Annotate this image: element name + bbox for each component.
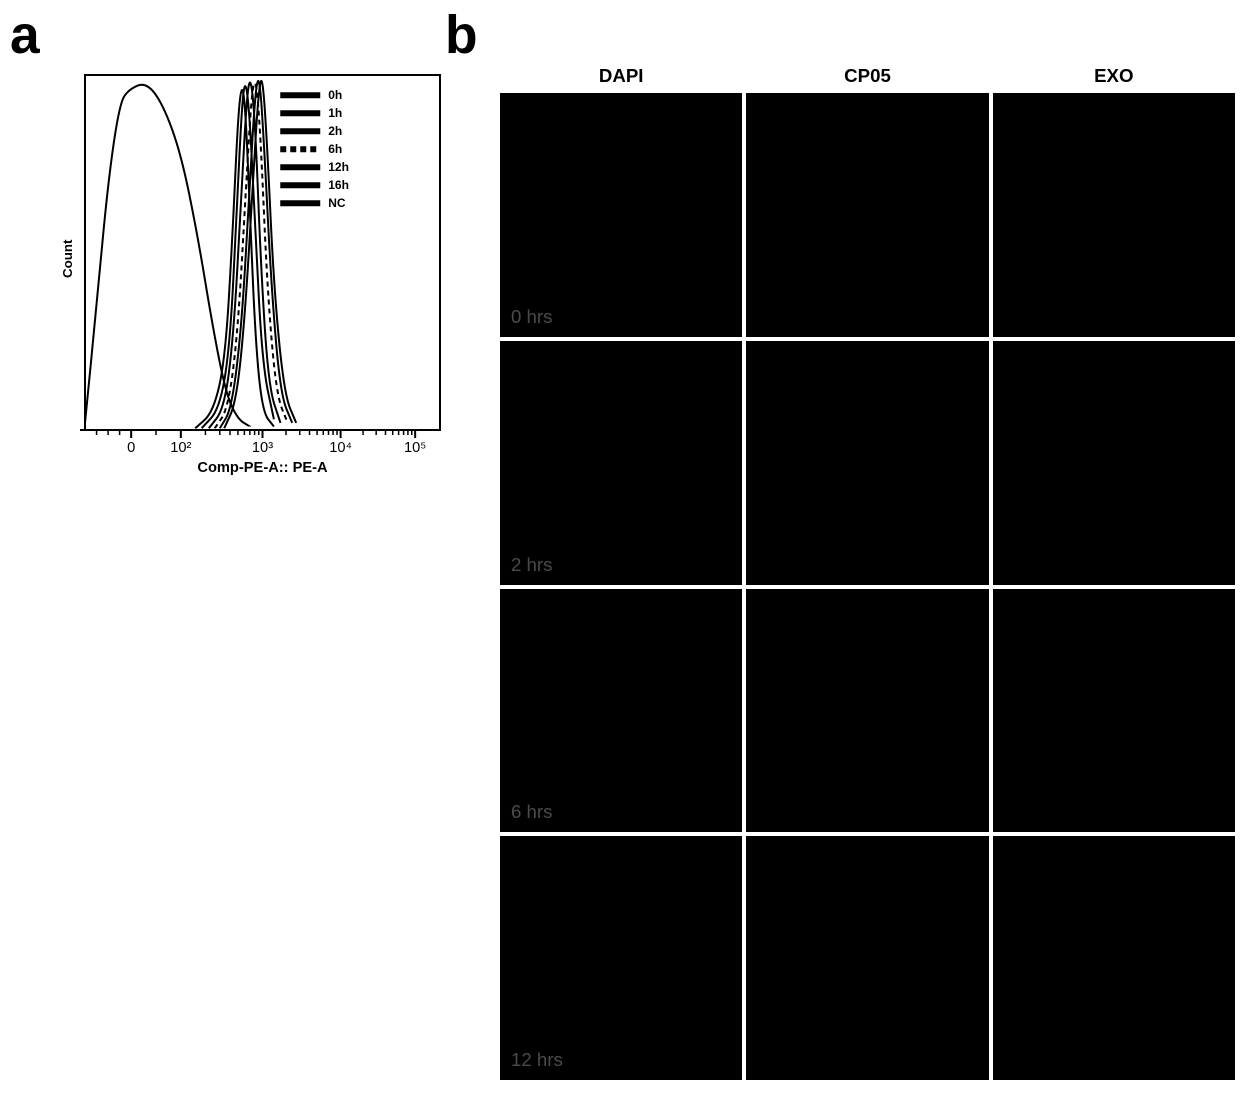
panel-label-b: b [445, 5, 478, 66]
panel-b: DAPI CP05 EXO 0 hrs 2 hrs 6 hrs 12 hrs [500, 65, 1235, 1080]
svg-text:10³: 10³ [252, 440, 273, 456]
svg-text:0: 0 [127, 440, 135, 456]
panel-b-cell [993, 341, 1235, 585]
panel-label-a: a [10, 5, 40, 66]
panel-a-plot: 010²10³10⁴10⁵00h1h2h6h12h16hNC [80, 70, 475, 465]
panel-b-cell [993, 93, 1235, 337]
svg-text:16h: 16h [328, 178, 349, 192]
panel-b-row-label: 0 hrs [511, 306, 552, 328]
panel-b-col-header-2: EXO [993, 65, 1235, 87]
svg-text:2h: 2h [328, 124, 342, 138]
panel-b-row-label: 12 hrs [511, 1049, 563, 1071]
panel-b-col-header-0: DAPI [500, 65, 742, 87]
svg-text:10⁴: 10⁴ [329, 440, 352, 456]
figure-root: a b Count 010²10³10⁴10⁵00h1h2h6h12h16hNC… [0, 0, 1240, 1101]
panel-b-cell [993, 836, 1235, 1080]
panel-a: Count 010²10³10⁴10⁵00h1h2h6h12h16hNC Com… [80, 70, 495, 495]
svg-text:1h: 1h [328, 106, 342, 120]
panel-b-cell [746, 589, 988, 833]
panel-b-cell [993, 589, 1235, 833]
panel-a-x-axis-label: Comp-PE-A:: PE-A [85, 460, 440, 476]
panel-a-y-axis-label: Count [60, 239, 75, 278]
svg-text:12h: 12h [328, 160, 349, 174]
panel-b-grid: 0 hrs 2 hrs 6 hrs 12 hrs [500, 93, 1235, 1080]
panel-b-row-label: 2 hrs [511, 554, 552, 576]
panel-b-cell: 2 hrs [500, 341, 742, 585]
svg-text:6h: 6h [328, 142, 342, 156]
panel-b-cell [746, 341, 988, 585]
svg-text:10²: 10² [170, 440, 191, 456]
panel-b-cell [746, 93, 988, 337]
svg-text:10⁵: 10⁵ [404, 440, 426, 456]
panel-b-cell: 12 hrs [500, 836, 742, 1080]
svg-text:0h: 0h [328, 88, 342, 102]
svg-text:NC: NC [328, 196, 346, 210]
panel-b-row-label: 6 hrs [511, 801, 552, 823]
panel-b-cell: 0 hrs [500, 93, 742, 337]
panel-b-cell [746, 836, 988, 1080]
panel-b-col-header-1: CP05 [746, 65, 988, 87]
panel-b-cell: 6 hrs [500, 589, 742, 833]
